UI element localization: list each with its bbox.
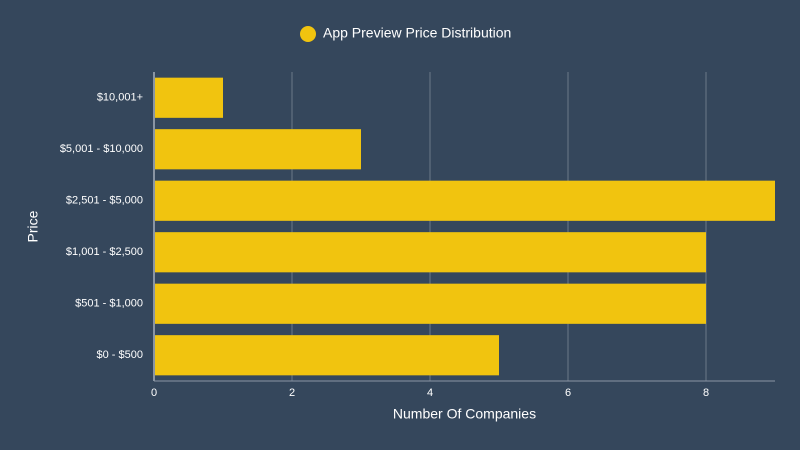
y-tick-label: $0 - $500 [97, 349, 143, 361]
bar [154, 77, 223, 118]
bar [154, 283, 706, 324]
x-tick-label: 4 [427, 387, 433, 399]
y-tick-label: $501 - $1,000 [75, 298, 143, 310]
bar [154, 232, 706, 273]
legend-item: App Preview Price Distribution [300, 25, 511, 42]
legend-label: App Preview Price Distribution [323, 25, 511, 41]
y-tick-label: $5,001 - $10,000 [60, 143, 143, 155]
x-axis-title: Number Of Companies [393, 406, 536, 422]
y-tick-label: $1,001 - $2,500 [66, 246, 143, 258]
x-tick-label: 2 [289, 387, 295, 399]
bar [154, 180, 775, 221]
x-tick-label: 6 [565, 387, 571, 399]
bar [154, 129, 361, 170]
x-tick-label: 8 [703, 387, 709, 399]
y-tick-label: $2,501 - $5,000 [66, 195, 143, 207]
legend-marker [300, 26, 316, 42]
bar [154, 335, 499, 376]
y-tick-label: $10,001+ [97, 92, 143, 104]
x-tick-label: 0 [151, 387, 157, 399]
y-axis-title: Price [25, 210, 41, 242]
